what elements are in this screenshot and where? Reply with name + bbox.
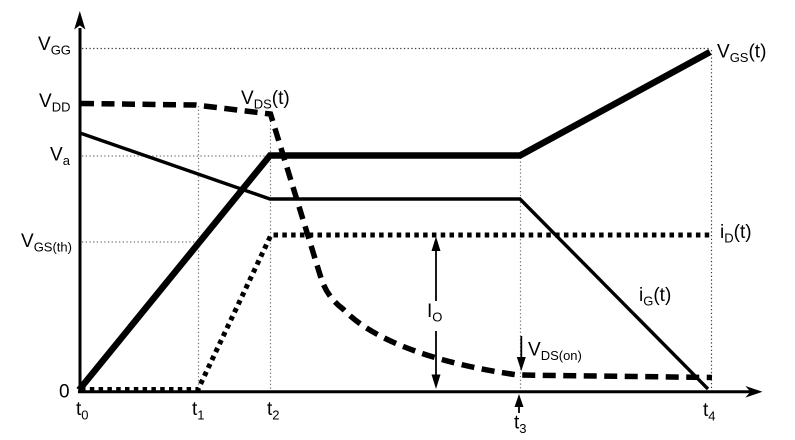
svg-text:0: 0 [59,382,70,403]
svg-text:VGS(t): VGS(t) [717,42,766,66]
svg-text:VDS(t): VDS(t) [241,88,290,112]
